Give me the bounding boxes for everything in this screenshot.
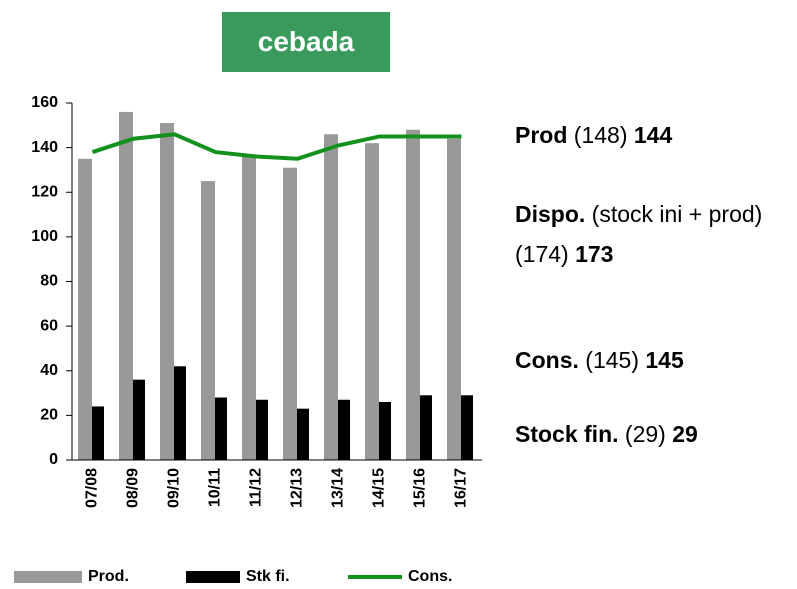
bar xyxy=(447,138,461,460)
annotation-label: Stock fin. xyxy=(515,421,619,447)
bar xyxy=(174,366,186,460)
annotation-text: (145) xyxy=(585,347,639,373)
bar xyxy=(406,129,420,460)
annotation: Prod (148) 144 xyxy=(515,115,797,155)
bar xyxy=(297,408,309,460)
annotation-value: 144 xyxy=(633,122,673,148)
annotation: Cons. (145) 145 xyxy=(515,340,797,380)
bar xyxy=(420,395,432,460)
bar xyxy=(78,158,92,460)
y-tick-label: 140 xyxy=(31,139,58,156)
x-tick-label: 10/11 xyxy=(207,468,224,507)
bar xyxy=(119,111,133,461)
annotation-label: Cons. xyxy=(515,347,579,373)
bar xyxy=(365,143,379,460)
annotation-label: Dispo. xyxy=(515,201,586,227)
y-tick-label: 60 xyxy=(40,317,58,334)
annotation: Stock fin. (29) 29 xyxy=(515,414,797,454)
x-tick-label: 12/13 xyxy=(289,468,306,508)
legend-label: Cons. xyxy=(408,568,452,585)
bar xyxy=(461,395,473,460)
bar xyxy=(201,181,215,460)
x-tick-label: 13/14 xyxy=(330,468,347,508)
y-tick-label: 100 xyxy=(31,228,58,245)
line xyxy=(91,132,462,161)
legend-swatch xyxy=(14,571,82,583)
y-tick-label: 160 xyxy=(31,94,58,111)
bar xyxy=(215,397,227,460)
annotation-value: 29 xyxy=(672,421,698,447)
chart-title: cebada xyxy=(222,12,390,72)
bar xyxy=(379,401,391,460)
y-tick-label: 120 xyxy=(31,183,58,200)
bar xyxy=(242,156,256,461)
x-tick-label: 08/09 xyxy=(125,468,142,508)
annotation-value: 145 xyxy=(645,347,684,373)
bar xyxy=(283,167,297,461)
bar xyxy=(160,123,174,461)
annotation-text: (148) xyxy=(573,122,628,148)
annotation-value: 173 xyxy=(575,241,614,267)
annotation: Dispo. (stock ini + prod) (174) 173 xyxy=(515,194,797,274)
annotation-text: (29) xyxy=(624,421,666,447)
bar xyxy=(338,399,350,460)
x-tick-label: 14/15 xyxy=(371,468,388,508)
annotation-text: (stock ini + prod) (174) xyxy=(515,201,763,267)
legend-label: Prod. xyxy=(88,568,129,585)
legend-label: Stk fi. xyxy=(246,568,290,585)
x-tick-label: 11/12 xyxy=(248,468,265,507)
x-tick-label: 15/16 xyxy=(412,468,429,508)
x-tick-label: 16/17 xyxy=(453,468,470,508)
x-tick-label: 09/10 xyxy=(166,468,183,508)
annotation-label: Prod xyxy=(515,122,568,148)
y-tick-label: 80 xyxy=(40,273,58,290)
x-tick-label: 07/08 xyxy=(84,468,101,508)
bar xyxy=(256,399,268,460)
y-tick-label: 0 xyxy=(49,451,58,468)
y-tick-label: 40 xyxy=(40,362,58,379)
bar xyxy=(133,379,145,460)
bar xyxy=(92,406,104,460)
bar xyxy=(324,134,338,461)
legend-swatch xyxy=(186,571,240,583)
y-tick-label: 20 xyxy=(40,407,58,424)
